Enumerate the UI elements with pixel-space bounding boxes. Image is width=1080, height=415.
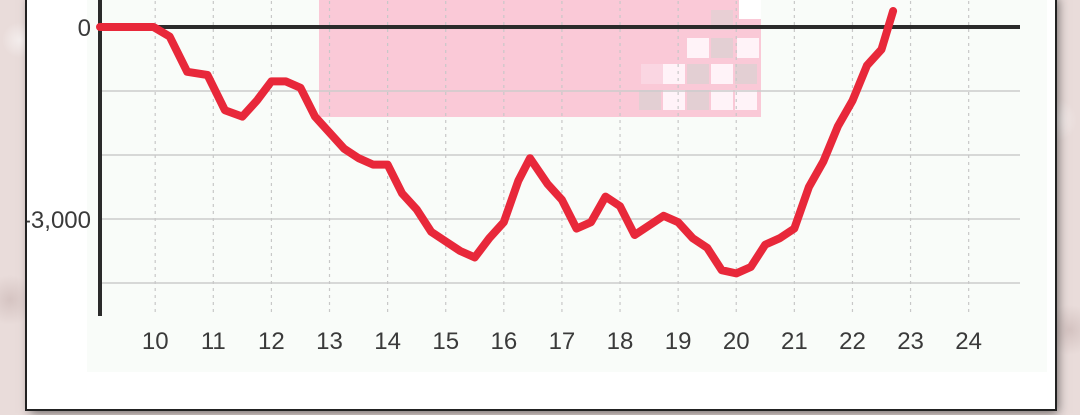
chart-card: 10 11 12 13 14 15 16 17 18 19 20 21 22 23 24 0 -3,000 bbox=[27, 0, 1055, 409]
x-tick-label: 20 bbox=[723, 328, 750, 355]
x-tick-label: 24 bbox=[955, 328, 982, 355]
background-check-9 bbox=[639, 90, 661, 110]
series-line bbox=[96, 7, 898, 278]
x-tick-label: 15 bbox=[432, 328, 459, 355]
x-tick-label: 21 bbox=[781, 328, 808, 355]
x-tick-label: 13 bbox=[316, 328, 343, 355]
x-tick-label: 22 bbox=[839, 328, 866, 355]
x-tick-label: 10 bbox=[142, 328, 169, 355]
x-tick-label: 11 bbox=[201, 328, 226, 355]
background-check-14 bbox=[641, 64, 663, 84]
x-tick-label: 14 bbox=[374, 328, 401, 355]
x-tick-label: 19 bbox=[665, 328, 692, 355]
y-tick-label: 0 bbox=[78, 15, 91, 42]
background-check-2 bbox=[687, 38, 709, 58]
background-check-10 bbox=[663, 90, 685, 110]
background-check-3 bbox=[711, 38, 733, 58]
background-check-13 bbox=[735, 90, 757, 110]
x-tick-label: 23 bbox=[897, 328, 924, 355]
background-check-4 bbox=[737, 38, 759, 58]
x-tick-label: 17 bbox=[549, 328, 576, 355]
line-chart: 10 11 12 13 14 15 16 17 18 19 20 21 22 23 24 0 -3,000 bbox=[27, 0, 1020, 355]
background-check-1 bbox=[739, 0, 761, 19]
y-tick-label: -3,000 bbox=[27, 207, 91, 234]
background-check-7 bbox=[711, 64, 733, 84]
background-check-5 bbox=[663, 64, 685, 84]
background-check-8 bbox=[735, 64, 757, 84]
x-tick-label: 16 bbox=[490, 328, 517, 355]
background-check-11 bbox=[687, 90, 709, 110]
x-tick-label: 18 bbox=[607, 328, 634, 355]
background-check-12 bbox=[711, 90, 733, 110]
background-check-6 bbox=[687, 64, 709, 84]
x-tick-label: 12 bbox=[258, 328, 285, 355]
